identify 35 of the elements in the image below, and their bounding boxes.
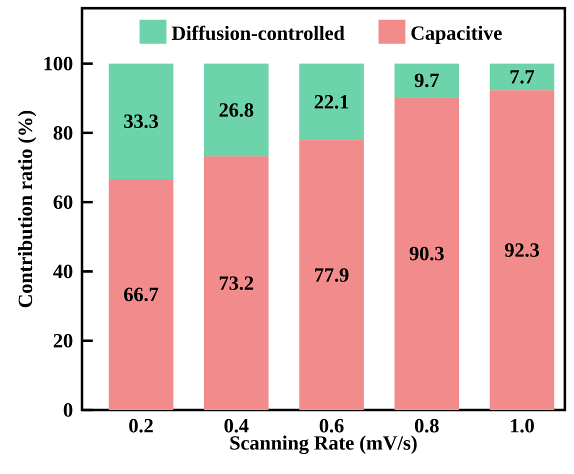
x-tick-label: 0.6 bbox=[320, 418, 344, 433]
bar bbox=[490, 64, 554, 90]
bar bbox=[204, 156, 269, 410]
bar bbox=[299, 140, 364, 410]
y-tick-label: 0 bbox=[64, 403, 72, 417]
x-tick-label: 0.2 bbox=[129, 418, 153, 433]
y-tick-label: 100 bbox=[44, 56, 72, 70]
data-label: 22.1 bbox=[314, 95, 348, 109]
data-label: 7.7 bbox=[510, 70, 534, 84]
data-label: 77.9 bbox=[315, 268, 348, 282]
bar bbox=[394, 97, 460, 410]
x-axis-title: Scanning Rate (mV/s) bbox=[230, 436, 417, 454]
legend-label: Capacitive bbox=[411, 26, 502, 44]
bar bbox=[108, 178, 174, 410]
y-axis-title: Contribution ratio (%) bbox=[18, 110, 36, 308]
data-label: 90.3 bbox=[410, 246, 444, 260]
data-label: 66.7 bbox=[124, 288, 158, 302]
data-label: 92.3 bbox=[504, 243, 540, 257]
data-label: 73.2 bbox=[220, 276, 254, 290]
x-tick-label: 1.0 bbox=[511, 418, 534, 433]
bar bbox=[299, 64, 364, 140]
y-tick-label: 20 bbox=[54, 334, 72, 348]
x-tick-label: 0.8 bbox=[414, 418, 439, 433]
bar bbox=[204, 64, 269, 156]
bar bbox=[490, 90, 554, 410]
y-tick-label: 80 bbox=[54, 126, 72, 140]
data-label: 26.8 bbox=[219, 103, 254, 117]
bar bbox=[108, 64, 174, 179]
y-tick-label: 60 bbox=[54, 195, 72, 209]
data-label: 9.7 bbox=[414, 74, 439, 88]
y-tick-label: 40 bbox=[53, 264, 72, 278]
bar bbox=[394, 64, 460, 98]
data-label: 33.3 bbox=[124, 114, 158, 128]
legend-label: Diffusion-controlled bbox=[172, 26, 345, 40]
x-tick-label: 0.4 bbox=[224, 418, 249, 433]
